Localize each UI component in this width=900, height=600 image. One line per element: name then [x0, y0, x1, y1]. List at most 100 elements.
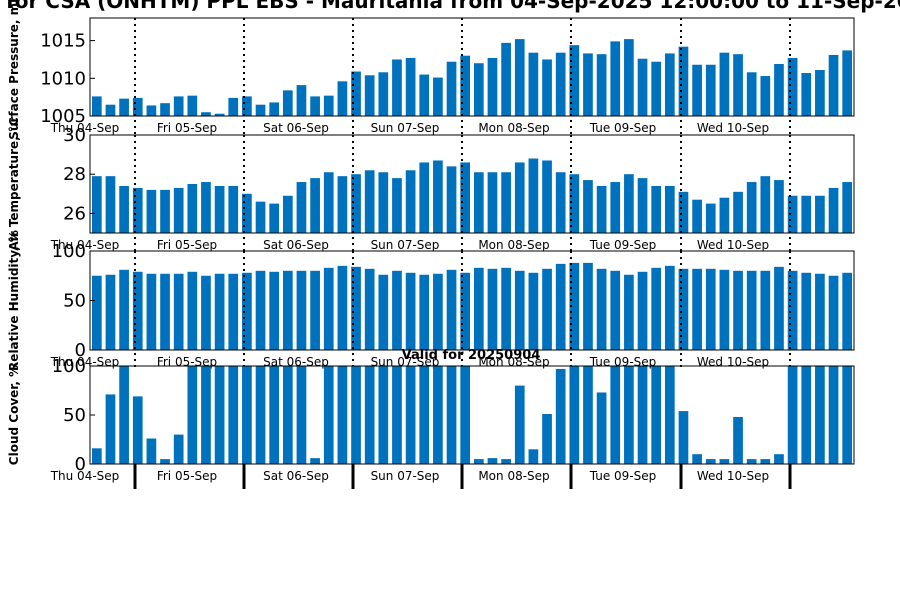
bar: [774, 454, 784, 464]
bar: [787, 366, 798, 464]
x-tick-label: Fri 05-Sep: [157, 238, 217, 252]
y-tick-label: 50: [63, 405, 86, 426]
bar: [351, 71, 361, 116]
bar: [269, 203, 280, 233]
bar: [801, 272, 812, 350]
bar: [569, 366, 580, 464]
bar: [201, 182, 211, 233]
bar: [842, 50, 853, 116]
x-tick-label: Thu 04-Sep: [50, 238, 120, 252]
bar: [596, 392, 607, 464]
bar: [569, 262, 580, 350]
bar: [296, 366, 307, 464]
bar: [310, 96, 320, 116]
bar: [337, 265, 348, 350]
bar: [501, 172, 511, 233]
y-axis-label: Cloud Cover, %: [7, 365, 21, 465]
bar: [651, 366, 662, 464]
bar: [624, 39, 634, 116]
x-tick-label: Wed 10-Sep: [697, 121, 769, 135]
bar: [719, 52, 730, 116]
bar: [119, 269, 129, 350]
x-tick-label: Tue 09-Sep: [589, 121, 657, 135]
bar: [364, 75, 375, 116]
y-tick-label: 1005: [40, 106, 86, 127]
bar: [828, 54, 839, 116]
bar: [542, 268, 552, 350]
bar: [678, 268, 689, 350]
bar: [678, 411, 689, 464]
bar: [255, 201, 266, 233]
bar: [801, 195, 812, 233]
y-tick-label: 26: [63, 203, 86, 224]
bar: [310, 458, 320, 464]
bar: [351, 266, 361, 350]
bar: [160, 459, 170, 464]
bar: [119, 98, 129, 116]
x-tick-label: Wed 10-Sep: [697, 238, 769, 252]
bar: [160, 189, 170, 233]
x-tick-label: Mon 08-Sep: [478, 121, 549, 135]
bar: [323, 267, 334, 350]
bar: [596, 185, 607, 233]
x-tick-label: Sat 06-Sep: [263, 121, 329, 135]
bar: [201, 112, 211, 116]
x-tick-label: Thu 04-Sep: [50, 121, 120, 135]
bar: [146, 105, 157, 116]
bar: [842, 272, 853, 350]
bar: [405, 272, 416, 350]
x-tick-label: Wed 10-Sep: [697, 355, 769, 369]
bar: [446, 166, 457, 233]
bar: [433, 366, 443, 464]
bar: [392, 270, 402, 350]
bar: [610, 182, 621, 233]
bar: [815, 70, 825, 116]
bar: [392, 59, 402, 116]
bar: [91, 176, 102, 233]
valid-date-label: Valid for 20250904: [402, 348, 541, 363]
y-tick-label: 28: [63, 164, 86, 185]
bar: [296, 85, 307, 116]
bar: [91, 275, 102, 350]
bar: [473, 459, 484, 464]
x-tick-label: Fri 05-Sep: [157, 121, 217, 135]
bar: [282, 90, 293, 116]
bar: [255, 104, 266, 116]
bar: [801, 73, 812, 116]
bar: [528, 272, 539, 350]
bar: [651, 185, 662, 233]
bar: [487, 268, 498, 350]
bar: [269, 271, 280, 350]
bar: [637, 58, 648, 116]
bar: [296, 182, 307, 233]
bar: [624, 174, 634, 233]
bar: [842, 366, 853, 464]
axes-frame: [89, 134, 855, 234]
bar: [364, 268, 375, 350]
bar: [828, 187, 839, 233]
y-tick-label: 0: [75, 454, 86, 475]
bar: [228, 273, 239, 350]
x-tick-label: Sat 06-Sep: [263, 469, 329, 483]
bar: [378, 366, 389, 464]
bar: [460, 366, 471, 464]
bar: [746, 270, 757, 350]
bar: [105, 394, 116, 464]
bar: [487, 458, 498, 464]
bar: [787, 270, 798, 350]
bar: [473, 172, 484, 233]
bar: [774, 63, 784, 116]
bar: [774, 266, 784, 350]
bar: [583, 180, 593, 233]
bar: [337, 176, 348, 233]
bar: [433, 160, 443, 233]
bar: [91, 448, 102, 464]
bar: [542, 160, 552, 233]
bar: [760, 270, 771, 350]
bar: [692, 454, 702, 464]
panel-4: 0 50 100 Thu 04-Sep Fri 05-Sep Sat 06-Sep Sun …: [7, 356, 855, 489]
bar: [255, 270, 266, 350]
bar: [351, 174, 361, 233]
bar: [637, 271, 648, 350]
bar: [105, 274, 116, 350]
